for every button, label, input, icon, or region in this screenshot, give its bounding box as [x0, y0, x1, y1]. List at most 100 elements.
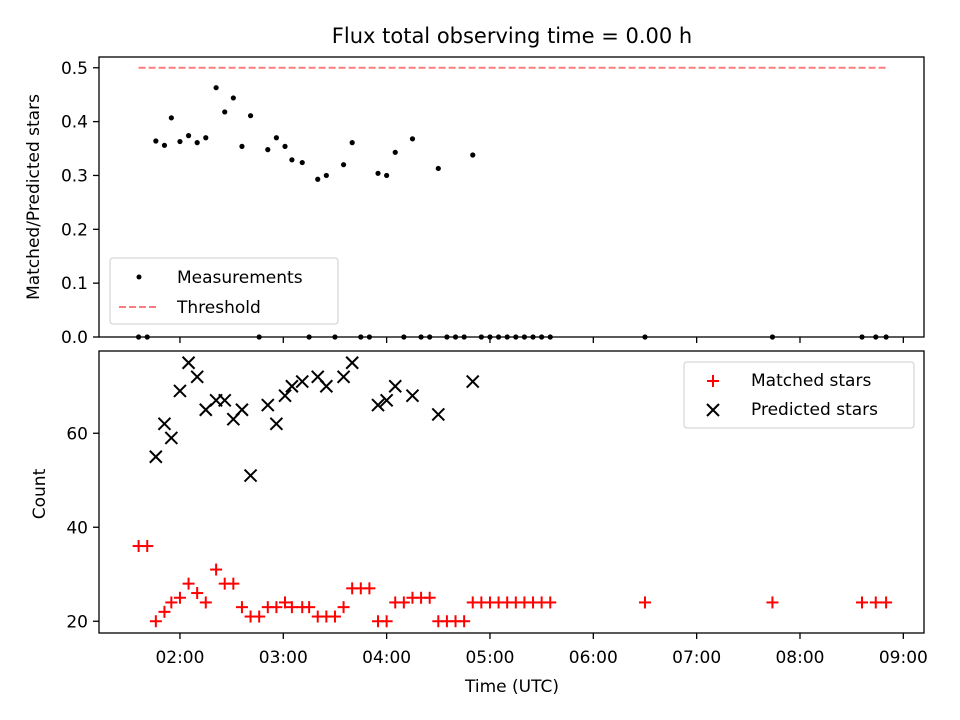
- bottom-x-tick-label: 04:00: [362, 648, 411, 668]
- predicted-star-point: [181, 356, 196, 370]
- matched-star-point: [458, 615, 471, 628]
- bottom-y-tick-label: 20: [66, 612, 88, 632]
- measurement-point: [161, 142, 168, 148]
- predicted-star-point: [285, 379, 299, 393]
- legend-marker-measurements: [136, 274, 142, 280]
- matched-star-point: [173, 591, 186, 604]
- predicted-star-point: [218, 393, 232, 408]
- matched-star-point: [199, 596, 212, 609]
- top-y-axis-label: Matched/Predicted stars: [24, 94, 44, 300]
- predicted-star-point: [269, 417, 284, 431]
- predicted-star-point: [371, 398, 385, 412]
- legend-label-predicted: Predicted stars: [751, 400, 878, 420]
- bottom-x-tick-label: 03:00: [259, 648, 308, 668]
- measurement-point: [222, 109, 228, 115]
- matched-star-point: [158, 605, 171, 618]
- matched-star-point: [303, 601, 316, 614]
- measurement-point: [177, 138, 183, 145]
- predicted-star-point: [261, 398, 275, 412]
- matched-star-point: [397, 596, 410, 609]
- top-y-tick-label: 0.3: [61, 166, 88, 186]
- predicted-star-point: [388, 379, 402, 393]
- top-y-tick-label: 0.0: [61, 328, 88, 348]
- measurement-point: [239, 143, 245, 149]
- matched-star-point: [210, 563, 223, 576]
- measurement-point: [289, 157, 295, 163]
- top-y-tick-label: 0.5: [61, 59, 88, 79]
- matched-star-point: [191, 587, 204, 600]
- matched-star-point: [235, 601, 248, 614]
- predicted-star-point: [235, 403, 249, 417]
- measurement-point: [230, 95, 236, 101]
- measurement-point: [153, 138, 159, 144]
- measurement-point: [409, 136, 416, 142]
- matched-star-point: [337, 601, 350, 614]
- matched-star-point: [880, 596, 893, 609]
- matched-star-point: [544, 596, 557, 609]
- bottom-y-axis-label: Count: [30, 468, 50, 519]
- matched-star-point: [182, 577, 195, 590]
- measurement-point: [194, 140, 200, 146]
- predicted-star-point: [190, 370, 204, 384]
- bottom-x-tick-label: 02:00: [155, 648, 204, 668]
- predicted-star-point: [149, 450, 163, 464]
- bottom-x-tick-label: 05:00: [465, 648, 514, 668]
- measurement-point: [282, 143, 288, 149]
- legend-marker-matched: [707, 375, 719, 387]
- measurement-point: [247, 113, 254, 119]
- bottom-panel: 20 40 60 02:00 03:00 04:00 05:00 06:00 07:00 08:0…: [30, 350, 928, 697]
- matched-star-point: [423, 591, 436, 604]
- matched-star-point: [869, 596, 882, 609]
- measurement-point: [349, 140, 355, 146]
- measurement-point: [384, 172, 390, 179]
- matched-star-point: [165, 596, 178, 609]
- predicted-star-point: [405, 388, 420, 403]
- matched-star-point: [141, 540, 154, 553]
- measurement-point: [392, 149, 398, 155]
- top-y-tick-label: 0.1: [61, 274, 88, 294]
- bottom-x-tick-label: 09:00: [879, 648, 928, 668]
- bottom-y-tick-label: 40: [66, 518, 88, 538]
- measurement-point: [168, 115, 174, 121]
- measurement-point: [273, 135, 280, 141]
- top-panel: 0.0 0.1 0.2 0.3 0.4 0.5 Matched/Predicted sta…: [24, 56, 925, 348]
- legend-marker-predicted: [706, 403, 720, 417]
- predicted-star-point: [164, 431, 179, 445]
- matched-star-point: [149, 615, 162, 628]
- bottom-x-tick-label: 06:00: [569, 648, 618, 668]
- matched-star-point: [638, 596, 651, 609]
- matched-star-point: [855, 596, 868, 609]
- predicted-star-point: [295, 374, 309, 389]
- measurement-point: [299, 159, 305, 166]
- top-y-tick-label: 0.4: [61, 113, 88, 133]
- bottom-x-tick-label: 07:00: [672, 648, 721, 668]
- legend-label-matched: Matched stars: [751, 371, 871, 391]
- predicted-star-point: [345, 356, 359, 370]
- measurement-point: [340, 162, 347, 168]
- matched-star-point: [328, 610, 341, 623]
- bottom-x-tick-label: 08:00: [775, 648, 824, 668]
- matched-star-point: [380, 615, 393, 628]
- measurement-point: [375, 170, 381, 176]
- matched-star-point: [253, 610, 266, 623]
- bottom-y-tick-label: 60: [66, 424, 88, 444]
- predicted-star-point: [379, 393, 394, 408]
- matched-star-point: [766, 596, 779, 609]
- matched-star-point: [279, 596, 292, 609]
- measurement-point: [470, 152, 476, 158]
- measurement-point: [315, 176, 321, 182]
- predicted-star-point: [278, 388, 292, 403]
- matched-star-point: [363, 582, 376, 595]
- chart-title: Flux total observing time = 0.00 h: [332, 24, 692, 48]
- measurement-point: [265, 147, 271, 153]
- top-frame: [98, 56, 925, 338]
- legend-label-threshold: Threshold: [176, 298, 261, 318]
- predicted-star-point: [466, 374, 480, 389]
- bottom-frame: [98, 350, 925, 634]
- legend-label-measurements: Measurements: [177, 268, 303, 288]
- measurement-point: [213, 85, 219, 91]
- measurement-point: [185, 133, 192, 139]
- predicted-star-point: [157, 417, 172, 431]
- matched-star-point: [270, 601, 283, 614]
